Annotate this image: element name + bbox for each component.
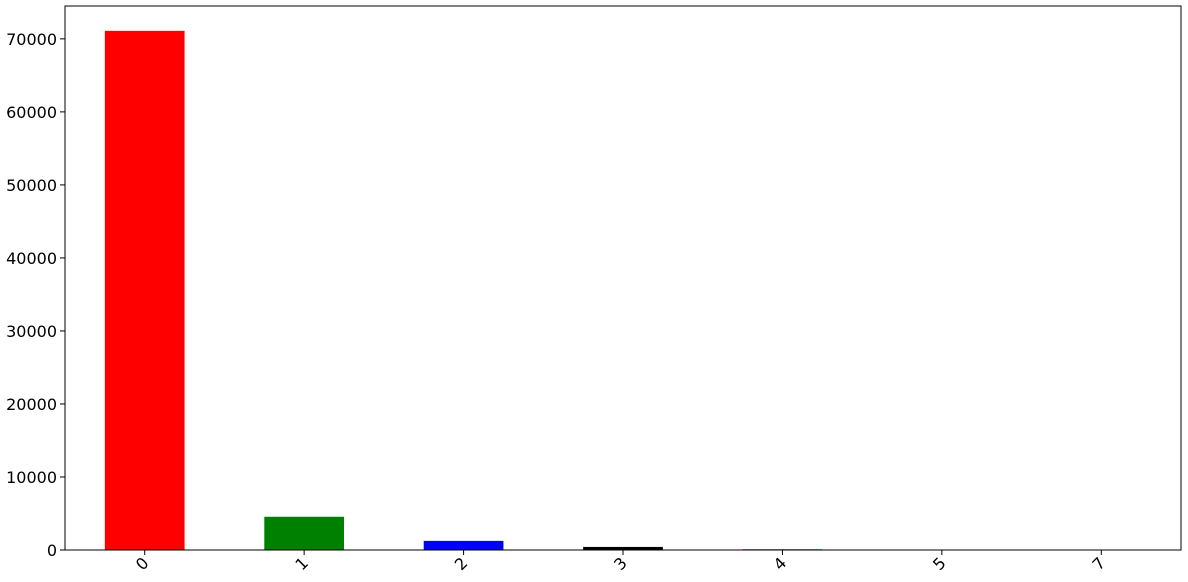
y-tick-label: 10000 bbox=[6, 468, 57, 487]
plot-frame bbox=[64, 5, 1182, 551]
x-axis: 0 1 2 3 4 5 7 bbox=[132, 550, 1109, 574]
bar-0 bbox=[104, 30, 185, 551]
y-tick-label: 50000 bbox=[6, 176, 57, 195]
y-tick-label: 20000 bbox=[6, 395, 57, 414]
bar-1 bbox=[264, 516, 344, 550]
bars-group bbox=[104, 30, 1142, 551]
x-tick-label: 1 bbox=[291, 553, 312, 574]
bar-2 bbox=[423, 540, 504, 550]
y-tick-label: 30000 bbox=[6, 322, 57, 341]
x-tick-label: 4 bbox=[770, 553, 791, 574]
x-tick-label: 3 bbox=[610, 553, 631, 574]
y-tick-label: 40000 bbox=[6, 249, 57, 268]
y-tick-label: 0 bbox=[47, 541, 57, 560]
x-tick-label: 0 bbox=[132, 553, 153, 574]
y-tick-label: 60000 bbox=[6, 103, 57, 122]
x-tick-label: 5 bbox=[929, 553, 950, 574]
y-tick-label: 70000 bbox=[6, 30, 57, 49]
x-tick-label: 2 bbox=[451, 553, 472, 574]
y-axis: 0 10000 20000 30000 40000 50000 60000 70000 bbox=[6, 30, 65, 560]
bar-3 bbox=[583, 546, 663, 550]
x-tick-label: 7 bbox=[1088, 553, 1109, 574]
